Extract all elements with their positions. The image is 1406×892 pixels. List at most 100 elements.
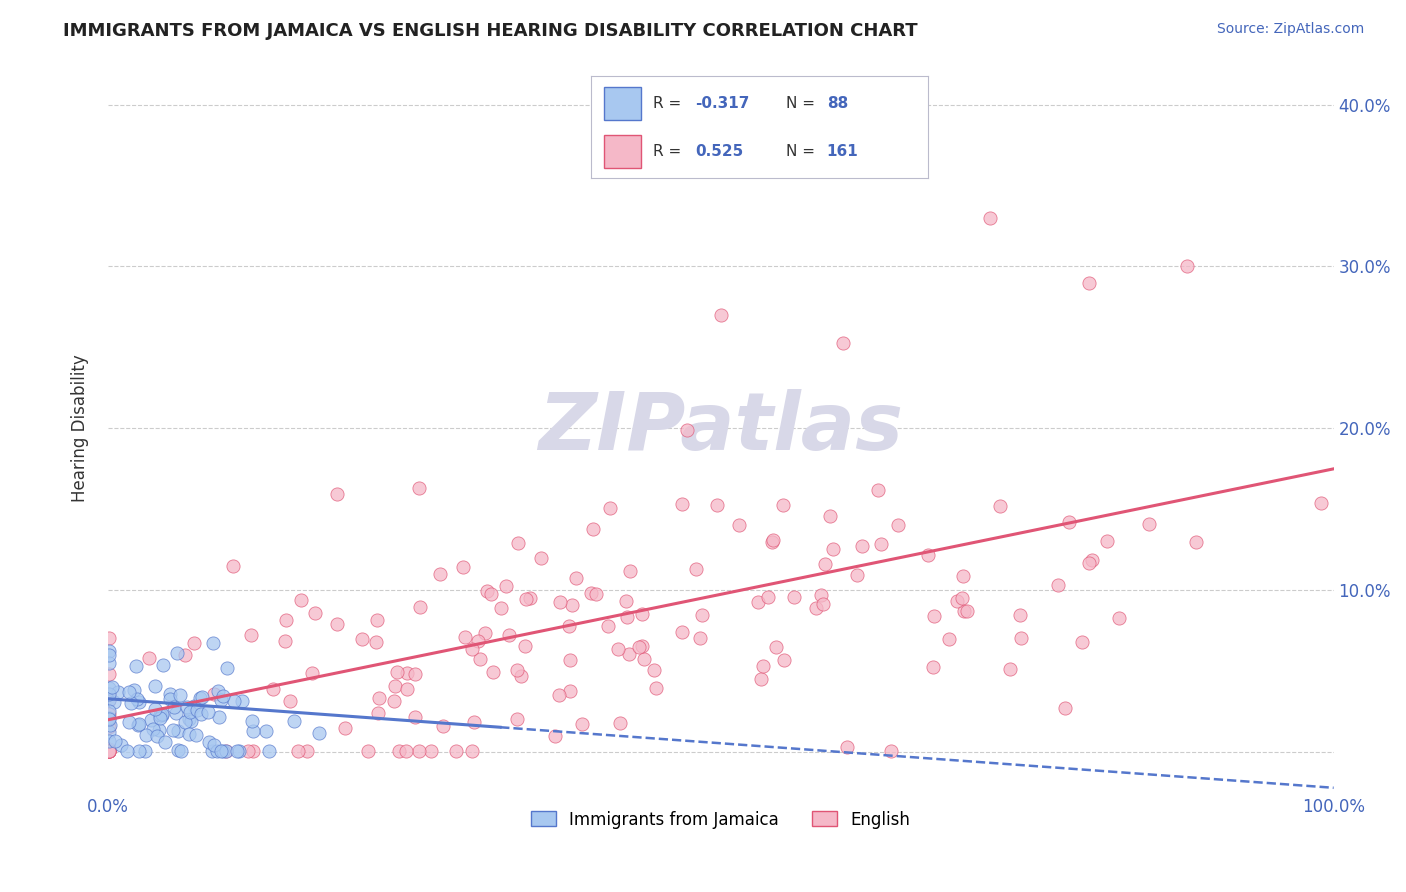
Point (238, 743, 260, 757)
Point (409, 599, 432, 614)
Point (924, 608, 946, 623)
Point (127, 717, 149, 731)
Point (295, 743, 318, 757)
Point (183, 698, 205, 713)
Point (548, 595, 571, 609)
Point (231, 694, 253, 708)
Point (515, 592, 537, 607)
Point (166, 646, 188, 660)
Point (98, 725, 121, 739)
Point (174, 715, 197, 730)
Point (880, 743, 903, 757)
Point (560, 683, 582, 698)
Point (214, 743, 236, 757)
Point (159, 692, 181, 706)
Point (479, 587, 502, 601)
Point (506, 536, 529, 550)
Point (176, 700, 198, 714)
Point (772, 498, 794, 512)
Point (155, 735, 177, 749)
Point (98, 707, 121, 722)
Point (118, 685, 141, 699)
Point (98, 648, 121, 663)
Point (201, 743, 224, 757)
Point (382, 694, 405, 708)
Point (150, 706, 173, 721)
Point (98, 681, 121, 695)
Point (818, 508, 841, 523)
Point (998, 662, 1021, 676)
Point (835, 739, 858, 754)
Point (197, 706, 219, 720)
Point (98, 734, 121, 748)
Point (938, 632, 960, 646)
Point (191, 690, 214, 705)
Point (135, 728, 157, 742)
Point (98, 742, 121, 756)
Point (1010, 632, 1032, 646)
Point (384, 679, 406, 693)
Point (124, 659, 146, 673)
Point (1077, 276, 1099, 290)
Point (202, 687, 225, 701)
Point (645, 681, 668, 695)
Point (627, 640, 650, 654)
Text: IMMIGRANTS FROM JAMAICA VS ENGLISH HEARING DISABILITY CORRELATION CHART: IMMIGRANTS FROM JAMAICA VS ENGLISH HEARI… (63, 22, 918, 40)
Point (274, 613, 297, 627)
Point (506, 712, 529, 726)
Point (326, 617, 349, 632)
Point (98, 693, 121, 707)
Point (98, 743, 121, 757)
FancyBboxPatch shape (605, 136, 641, 168)
Point (166, 724, 188, 739)
Point (1108, 611, 1130, 625)
Point (475, 583, 498, 598)
Point (146, 729, 169, 743)
Point (211, 743, 233, 757)
Point (141, 713, 163, 727)
Point (304, 606, 326, 620)
Y-axis label: Hearing Disability: Hearing Disability (72, 354, 89, 502)
Point (561, 598, 583, 612)
Point (198, 735, 221, 749)
Point (544, 729, 567, 743)
Point (404, 666, 426, 681)
Text: N =: N = (786, 145, 815, 160)
Point (461, 642, 484, 657)
Point (690, 608, 713, 623)
Point (952, 569, 974, 583)
Point (128, 695, 150, 709)
Point (98, 632, 121, 646)
Point (619, 565, 641, 579)
Point (582, 522, 605, 536)
Point (128, 743, 150, 757)
Point (831, 336, 853, 351)
Point (148, 723, 170, 737)
Point (990, 499, 1012, 513)
Point (242, 723, 264, 738)
Point (509, 668, 531, 682)
Point (201, 636, 224, 650)
Point (609, 715, 631, 730)
Point (278, 694, 301, 708)
Point (579, 586, 602, 600)
Point (633, 651, 655, 665)
Point (571, 717, 593, 731)
Point (506, 663, 529, 677)
Point (142, 722, 165, 736)
Point (388, 743, 411, 757)
Point (125, 692, 148, 706)
Point (115, 743, 138, 757)
Point (215, 661, 238, 675)
Point (326, 487, 349, 501)
Point (1059, 516, 1081, 530)
Point (107, 684, 129, 698)
Point (1046, 578, 1069, 592)
Text: N =: N = (786, 96, 815, 111)
Point (186, 703, 208, 717)
Point (495, 579, 517, 593)
Point (209, 743, 232, 757)
Point (209, 693, 232, 707)
Point (1080, 553, 1102, 567)
Point (1078, 556, 1101, 570)
